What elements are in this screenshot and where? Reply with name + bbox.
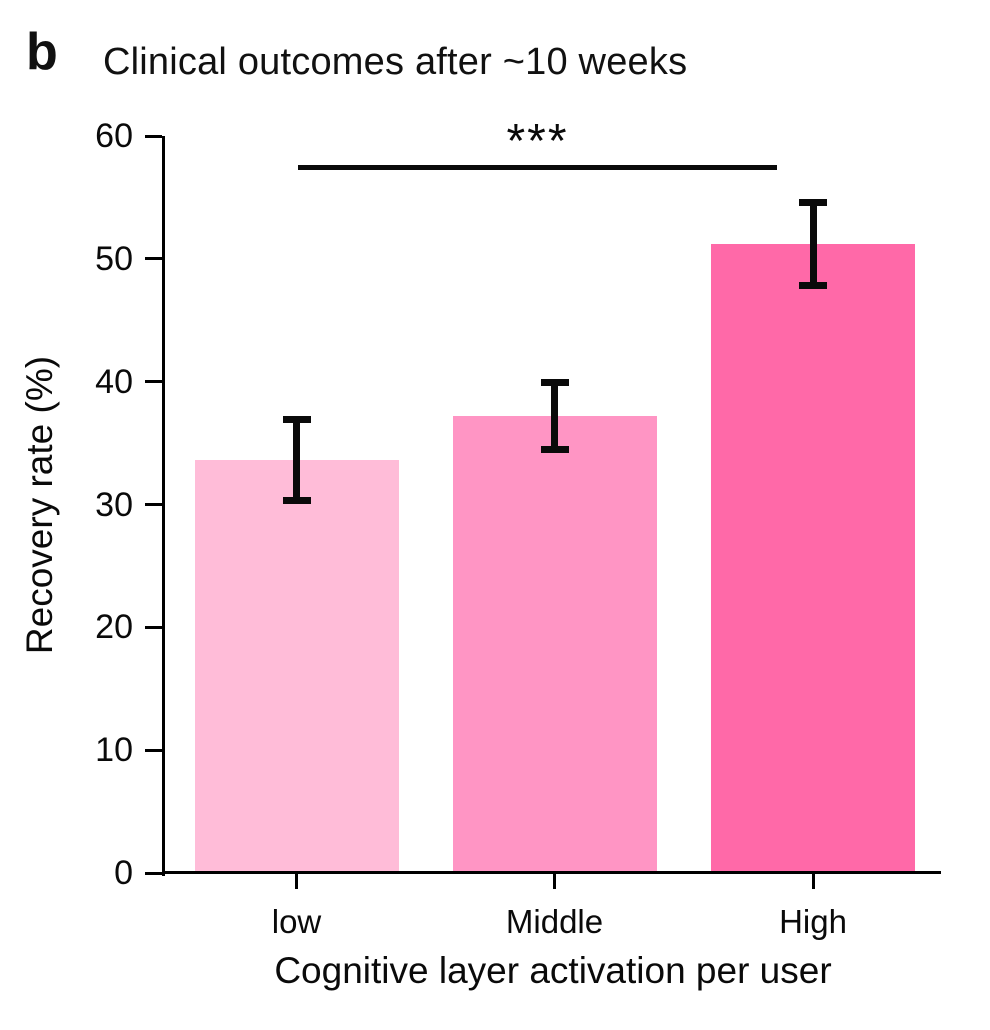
y-axis-title: Recovery rate (%) xyxy=(19,355,60,654)
error-cap-top-high xyxy=(799,198,827,206)
y-tick-mark-10 xyxy=(145,748,162,752)
x-tick-label-middle: Middle xyxy=(505,903,604,940)
y-tick-label-50: 50 xyxy=(95,239,133,278)
error-cap-bottom-low xyxy=(282,497,311,505)
error-cap-bottom-high xyxy=(799,282,827,290)
bar-high xyxy=(711,244,915,873)
error-cap-top-low xyxy=(282,416,311,424)
x-tick-mark-high xyxy=(811,874,815,889)
y-tick-mark-20 xyxy=(145,625,162,629)
y-tick-label-60: 60 xyxy=(95,117,133,155)
error-cap-bottom-middle xyxy=(540,445,569,453)
y-tick-label-10: 10 xyxy=(95,731,133,770)
y-tick-mark-30 xyxy=(145,503,162,506)
figure-title: Clinical outcomes after ~10 weeks xyxy=(103,41,688,83)
x-tick-mark-low xyxy=(295,874,298,889)
error-bar-high xyxy=(809,202,817,286)
y-tick-label-20: 20 xyxy=(95,608,133,647)
bar-middle xyxy=(452,416,657,873)
x-tick-label-low: low xyxy=(271,903,322,940)
error-bar-low xyxy=(293,419,300,501)
y-tick-label-40: 40 xyxy=(95,362,133,401)
x-tick-mark-middle xyxy=(553,874,556,889)
y-axis-line xyxy=(162,136,165,876)
y-tick-mark-50 xyxy=(145,257,162,261)
y-tick-mark-0 xyxy=(145,871,162,875)
y-tick-label-30: 30 xyxy=(95,485,133,524)
bar-low xyxy=(194,460,399,873)
y-tick-mark-40 xyxy=(145,380,162,384)
y-tick-label-0: 0 xyxy=(114,854,133,892)
y-tick-mark-60 xyxy=(145,134,162,138)
significance-stars: *** xyxy=(506,115,569,168)
significance-line xyxy=(298,165,777,170)
error-bar-middle xyxy=(551,382,558,450)
error-cap-top-middle xyxy=(540,379,569,387)
x-tick-label-high: High xyxy=(779,903,847,940)
x-axis-title: Cognitive layer activation per user xyxy=(274,950,832,991)
panel-letter: b xyxy=(26,23,58,81)
x-axis-line xyxy=(162,871,941,874)
